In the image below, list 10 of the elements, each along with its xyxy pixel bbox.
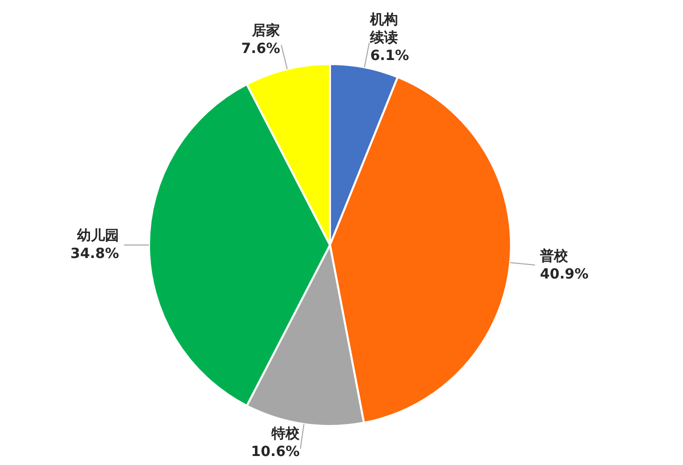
data-label: 6.1% bbox=[370, 48, 410, 64]
data-label: 10.6% bbox=[251, 444, 300, 460]
slice-label: 机构续读 bbox=[369, 12, 398, 46]
data-label: 34.8% bbox=[70, 246, 119, 262]
data-label: 7.6% bbox=[241, 40, 280, 57]
slice-label: 普校 bbox=[539, 248, 569, 265]
slice-label: 居家 bbox=[251, 22, 280, 39]
data-label: 40.9% bbox=[540, 266, 589, 283]
slice-label: 特校 bbox=[270, 426, 301, 442]
slice-label: 幼儿园 bbox=[76, 228, 119, 244]
